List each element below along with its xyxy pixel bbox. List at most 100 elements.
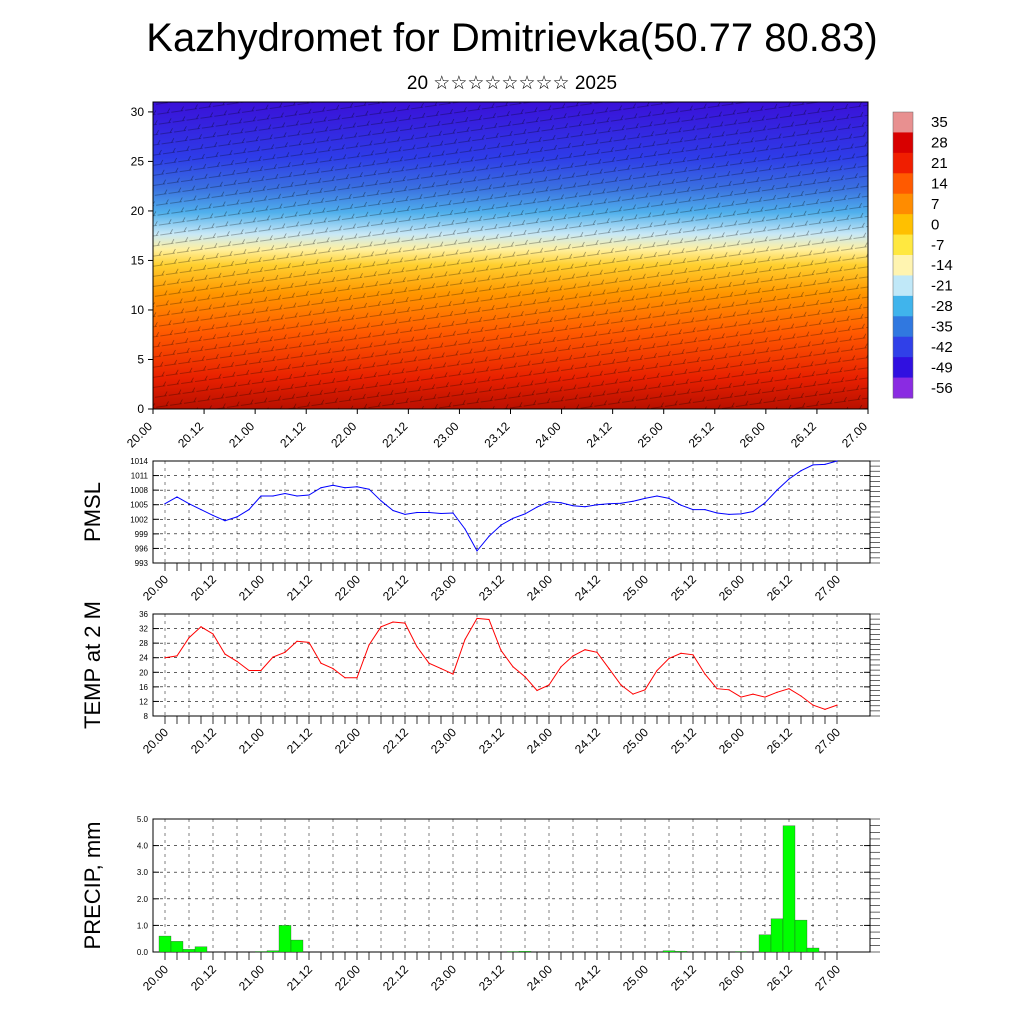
x-tick-label: 26.00 [737,419,768,450]
data-point [728,513,730,516]
data-point [392,509,394,512]
x-tick-label: 24.00 [524,962,555,993]
x-tick-label: 27.00 [812,572,843,603]
x-tick-label: 23.00 [430,419,461,450]
colorbar-frame [892,111,914,399]
data-point [332,484,334,486]
data-point [536,689,538,692]
precip-bar [662,950,676,953]
x-tick-label: 22.00 [332,572,363,603]
data-point [176,655,178,657]
data-point [524,513,526,515]
data-point [308,641,310,644]
colorbar-swatch [893,275,913,297]
data-point [476,550,478,552]
precip-bar [290,939,304,953]
y-tick-label: 20 [139,668,148,677]
data-point [284,651,286,653]
data-point [584,506,586,508]
data-point [464,528,466,530]
x-tick-label: 21.12 [284,725,315,756]
colorbar-label: -14 [931,257,953,274]
data-point [572,505,574,507]
data-point [416,511,418,514]
data-point [836,460,838,462]
x-tick-label: 20.00 [140,962,171,993]
data-point [428,662,430,664]
x-tick-label: 25.12 [668,572,699,603]
data-point [500,524,502,526]
x-tick-label: 21.12 [284,962,315,993]
colorbar-swatch [893,214,913,236]
x-tick-label: 22.12 [380,725,411,756]
colorbar-label: 28 [931,135,948,152]
data-point [764,696,766,698]
y-tick-label: 993 [135,559,149,568]
data-point [632,693,634,695]
data-point [224,520,226,522]
data-point [764,502,766,504]
x-tick-label: 23.12 [476,572,507,603]
x-tick-label: 25.00 [620,962,651,993]
x-tick-label: 27.00 [839,419,870,450]
x-tick-label: 23.00 [428,962,459,993]
data-point [740,513,742,515]
x-tick-label: 26.00 [716,572,747,603]
panel-precip: 0.0 1.0 2.0 3.0 4.0 5.0 20.00 20.12 21.00 21.12 22… [80,815,880,993]
data-point [536,506,538,508]
x-tick-label: 23.00 [428,572,459,603]
x-tick-label: 24.12 [572,962,603,993]
x-tick-label: 23.00 [428,725,459,756]
data-point [668,657,670,660]
panel-pmsl: 993 996 999 1002 1005 1008 1011 1014 20.00 20.12 2… [80,457,880,603]
data-point [224,653,226,655]
colorbar-label: -7 [931,237,944,254]
colorbar-label: -21 [931,278,953,295]
data-point [560,666,562,668]
data-point [344,487,346,489]
y-tick-label: 1005 [130,501,148,510]
x-tick-label: 22.00 [332,962,363,993]
x-tick-label: 24.00 [524,572,555,603]
x-tick-label: 21.00 [236,572,267,603]
data-point [548,501,550,503]
precip-bar [170,941,184,953]
data-point [212,633,214,635]
data-point [164,503,166,505]
x-tick-label: 26.12 [764,725,795,756]
x-tick-label: 26.00 [716,725,747,756]
y-tick-label: 12 [139,697,148,706]
data-point [296,495,298,497]
y-tick-label: 25 [131,154,145,168]
x-tick-label: 20.12 [188,962,219,993]
data-point [356,677,358,679]
y-tick-label: 15 [131,253,145,267]
data-point [404,513,406,516]
data-point [632,500,634,502]
x-tick-label: 27.00 [812,725,843,756]
y-tick-label: 1.0 [137,921,149,930]
precip-bar [182,949,196,953]
data-point [620,684,622,686]
data-point [524,676,526,678]
x-tick-label: 25.12 [686,419,717,450]
data-point [380,500,382,502]
precip-bar [758,934,772,953]
data-point [452,673,454,675]
data-point [704,673,706,675]
x-tick-label: 26.12 [764,572,795,603]
x-tick-label: 23.12 [476,725,507,756]
precip-bar [674,951,688,953]
x-tick-label: 25.00 [635,419,666,450]
data-point [272,656,274,658]
data-point [344,677,346,679]
data-point [512,517,514,519]
data-point [500,649,502,652]
precip-bar [734,951,748,953]
data-point [260,669,262,672]
x-tick-label: 21.12 [284,572,315,603]
data-point [656,669,658,672]
data-point [716,688,718,690]
data-point [332,668,334,670]
